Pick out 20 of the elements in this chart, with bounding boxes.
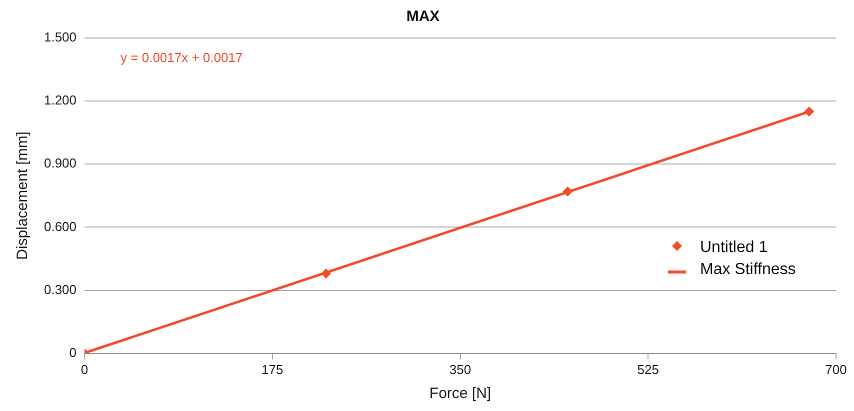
x-tick-label: 700 <box>825 362 847 377</box>
x-axis-title: Force [N] <box>429 385 492 402</box>
y-axis-title: Displacement [mm] <box>14 132 32 260</box>
legend-label: Untitled 1 <box>700 238 768 258</box>
y-tick-label: 1.500 <box>44 30 77 45</box>
legend-label: Max Stiffness <box>700 260 796 280</box>
x-tick-label: 350 <box>449 362 472 377</box>
y-tick-label: 0 <box>69 344 77 360</box>
y-tick-label: 0.900 <box>44 156 77 171</box>
point <box>804 106 814 117</box>
point <box>321 268 332 278</box>
chart-title: MAX <box>406 8 440 26</box>
annotation: y = 0.0017x + 0.0017 <box>120 50 243 66</box>
point <box>562 186 573 196</box>
x-tick-label: 525 <box>637 362 659 377</box>
y-tick-label: 1.200 <box>44 92 77 108</box>
x-tick-label: 0 <box>80 362 88 377</box>
x-tick-label: 175 <box>262 362 284 377</box>
y-tick-label: 0.300 <box>44 282 77 297</box>
y-tick-label: 0.600 <box>44 218 77 234</box>
